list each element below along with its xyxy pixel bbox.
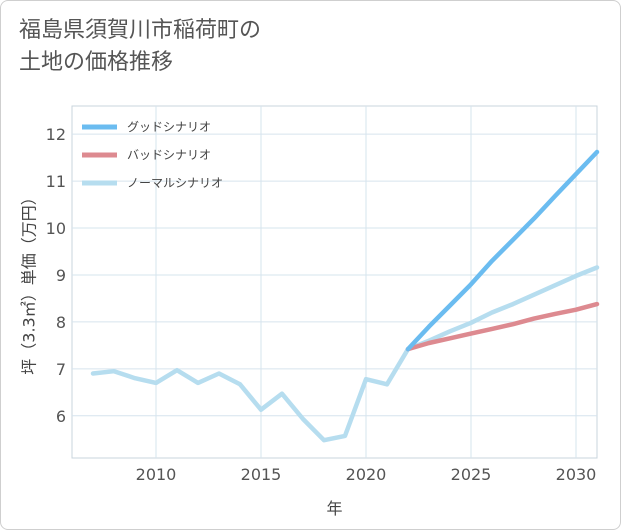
y-tick-label: 10 [46, 219, 66, 238]
y-tick-label: 8 [56, 313, 66, 332]
x-tick-label: 2010 [136, 465, 177, 484]
x-tick-label: 2025 [451, 465, 492, 484]
series-line-1 [405, 301, 600, 352]
y-tick-label: 6 [56, 407, 66, 426]
y-tick-label: 7 [56, 360, 66, 379]
y-tick-label: 12 [46, 125, 66, 144]
x-axis-ticks: 2010 2015 2020 2025 2030 [136, 465, 597, 484]
chart-title-line-2: 土地の価格推移 [19, 50, 174, 75]
x-axis-title: 年 [326, 499, 342, 518]
legend-label-0: グッドシナリオ [127, 120, 211, 134]
y-tick-label: 11 [46, 172, 66, 191]
series-line-0 [405, 149, 600, 352]
x-tick-label: 2015 [241, 465, 282, 484]
x-tick-label: 2020 [346, 465, 387, 484]
chart-title: 福島県須賀川市稲荷町の 土地の価格推移 [19, 15, 261, 79]
legend-label-2: ノーマルシナリオ [127, 176, 223, 190]
y-axis-title: 坪（3.3㎡）単価（万円） [20, 189, 39, 374]
chart-title-line-1: 福島県須賀川市稲荷町の [19, 18, 262, 43]
y-axis-ticks: 6 7 8 9 10 11 12 [46, 125, 66, 426]
series-lines [90, 149, 600, 443]
grid-lines [72, 106, 597, 458]
y-tick-label: 9 [56, 266, 66, 285]
series-line-2 [90, 265, 600, 443]
legend-label-1: バッドシナリオ [127, 148, 211, 162]
x-tick-label: 2030 [556, 465, 597, 484]
plot-area [71, 105, 598, 459]
